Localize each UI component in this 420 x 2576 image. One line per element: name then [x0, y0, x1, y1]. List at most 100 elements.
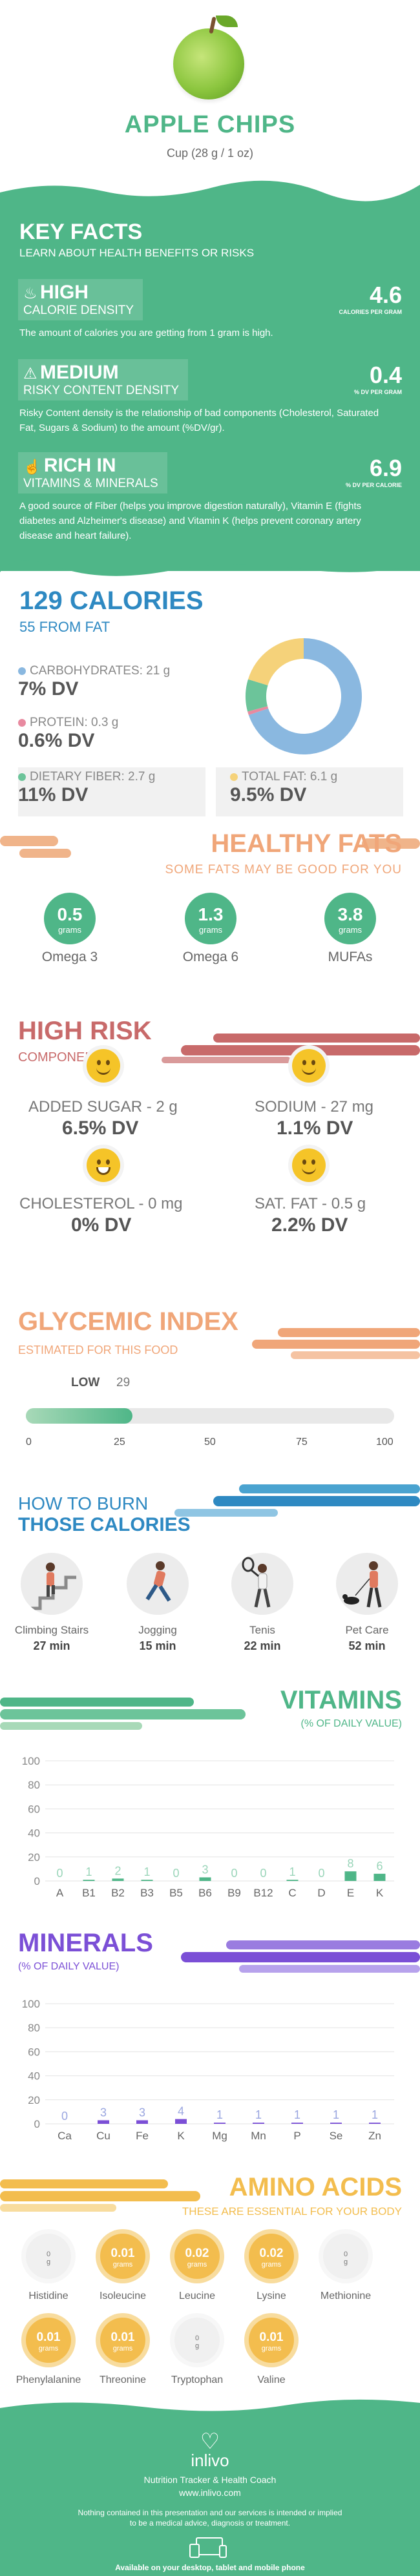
- mineral-bar-zn: [369, 2123, 381, 2124]
- vitamin-category-b12: B12: [253, 1887, 273, 1899]
- vitamin-value-label-e: 8: [347, 1857, 353, 1870]
- heart-logo-icon: ♡: [200, 2429, 220, 2454]
- amino-label: Valine: [257, 2374, 286, 2385]
- glycemic-value: 29: [116, 1376, 131, 1389]
- fiber-dv: 11% DV: [18, 784, 89, 805]
- vitamins-minerals-description: A good source of Fiber (helps you improv…: [19, 501, 362, 541]
- pet-care-time: 52 min: [348, 1639, 386, 1652]
- gi-tick-0: 0: [26, 1437, 32, 1448]
- vitamin-value-label-b12: 0: [260, 1867, 266, 1880]
- mufas-label: MUFAs: [328, 950, 373, 964]
- added-sugar-label: ADDED SUGAR - 2 g: [28, 1098, 178, 1116]
- calorie-density-tag: ♨ HIGH CALORIE DENSITY: [18, 279, 143, 320]
- vitamin-ytick: 60: [28, 1803, 40, 1815]
- mineral-value-label-fe: 3: [139, 2106, 145, 2119]
- amino-label: Methionine: [320, 2290, 372, 2301]
- omega6-unit: grams: [198, 925, 223, 935]
- key-facts-title: KEY FACTS: [19, 220, 143, 244]
- mineral-value-label-zn: 1: [372, 2108, 378, 2121]
- vitamins-minerals-tag: ☝ RICH IN VITAMINS & MINERALS: [18, 452, 167, 493]
- vitamin-ytick: 0: [34, 1875, 40, 1887]
- carbohydrates-dv: 7% DV: [18, 678, 79, 700]
- stairs-person-icon: [21, 1553, 83, 1615]
- vitamin-value-label-b5: 0: [173, 1867, 179, 1880]
- vitamin-category-k: K: [376, 1887, 384, 1899]
- calorie-density-unit: CALORIES PER GRAM: [339, 309, 402, 315]
- minerals-subtitle: (% OF DAILY VALUE): [18, 1961, 120, 1972]
- vitamin-value-label-b1: 1: [85, 1865, 92, 1878]
- amino-value: 0: [343, 2250, 348, 2258]
- fiber-box: [18, 767, 205, 816]
- fiber-dot: [18, 773, 26, 781]
- stairs-label: Climbing Stairs: [14, 1624, 89, 1636]
- footer: ♡ inlivo Nutrition Tracker & Health Coac…: [0, 2415, 420, 2576]
- burn-title-a: HOW TO BURN: [18, 1493, 149, 1513]
- omega3-unit: grams: [58, 925, 82, 935]
- amino-label: Isoleucine: [99, 2290, 147, 2301]
- jogging-time: 15 min: [139, 1639, 176, 1652]
- mineral-bar-fe: [136, 2120, 148, 2124]
- risky-content-level: MEDIUM: [39, 362, 119, 383]
- mineral-ytick: 100: [22, 1998, 40, 2010]
- mineral-bar-k: [175, 2119, 187, 2124]
- vitamin-category-b6: B6: [198, 1887, 212, 1899]
- vitamin-ytick: 80: [28, 1779, 40, 1791]
- vitamin-value-label-a: 0: [56, 1867, 63, 1880]
- donut-slice-dietary-fiber: [246, 679, 268, 712]
- amino-bubble-threonine: 0.01 grams: [100, 2318, 145, 2363]
- key-facts-subtitle: LEARN ABOUT HEALTH BENEFITS OR RISKS: [19, 247, 255, 259]
- amino-unit: g: [194, 2342, 200, 2350]
- vitamin-category-d: D: [317, 1887, 325, 1899]
- vitamin-value-label-k: 6: [376, 1860, 383, 1873]
- glycemic-subtitle: ESTIMATED FOR THIS FOOD: [18, 1344, 178, 1356]
- fiber-label: DIETARY FIBER: 2.7 g: [30, 770, 156, 784]
- calories-from-fat: 55 FROM FAT: [19, 619, 110, 635]
- vitamin-ytick: 40: [28, 1827, 40, 1840]
- amino-value: 0.02: [259, 2247, 284, 2260]
- page-title: APPLE CHIPS: [124, 111, 296, 138]
- apple-image: [173, 16, 244, 99]
- vitamin-value-label-d: 0: [318, 1867, 324, 1880]
- mineral-value-label-k: 4: [178, 2105, 184, 2118]
- mineral-ytick: 40: [28, 2070, 40, 2083]
- cholesterol-label: CHOLESTEROL - 0 mg: [19, 1195, 183, 1212]
- vitamin-category-b3: B3: [140, 1887, 154, 1899]
- brand-url[interactable]: www.inlivo.com: [179, 2488, 241, 2498]
- glycemic-track: [26, 1408, 394, 1424]
- vitamin-value-label-b9: 0: [231, 1867, 237, 1880]
- amino-value: 0.01: [110, 2331, 135, 2344]
- minerals-decor: [181, 1940, 420, 1973]
- amino-unit: g: [343, 2258, 348, 2266]
- vitamin-bar-c: [286, 1880, 299, 1881]
- amino-bubble-valine: 0.01 grams: [249, 2318, 294, 2363]
- sodium-label: SODIUM - 27 mg: [255, 1098, 374, 1116]
- vitamins-subtitle: (% OF DAILY VALUE): [300, 1718, 402, 1729]
- carbohydrates-label: CARBOHYDRATES: 21 g: [30, 664, 171, 678]
- sodium-dv: 1.1% DV: [277, 1117, 353, 1139]
- amino-unit: grams: [38, 2345, 59, 2353]
- devices-icon: [0, 2537, 420, 2562]
- calorie-density-name: CALORIE DENSITY: [23, 304, 134, 317]
- donut-slice-protein: [247, 706, 269, 716]
- thumbs-up-icon: ☝: [23, 459, 41, 475]
- added-sugar-smile-icon: [87, 1049, 120, 1083]
- amino-label: Phenylalanine: [16, 2374, 81, 2385]
- gi-tick-75: 75: [296, 1437, 308, 1448]
- serving-size: Cup (28 g / 1 oz): [166, 147, 254, 160]
- mineral-category-k: K: [177, 2130, 185, 2142]
- donut-slice-total-fat: [247, 638, 304, 686]
- vitamins-title: VITAMINS: [280, 1686, 402, 1714]
- vitamin-bar-b1: [83, 1880, 95, 1881]
- mineral-value-label-ca: 0: [61, 2110, 68, 2123]
- omega3-value: 0.5: [57, 904, 83, 924]
- vitamin-category-b2: B2: [111, 1887, 125, 1899]
- mineral-bar-mg: [214, 2123, 226, 2124]
- amino-bubble-phenylalanine: 0.01 grams: [26, 2318, 71, 2363]
- protein-label: PROTEIN: 0.3 g: [30, 716, 119, 729]
- vitamin-value-label-b3: 1: [143, 1865, 150, 1878]
- glycemic-title: GLYCEMIC INDEX: [18, 1307, 238, 1336]
- mineral-value-label-p: 1: [294, 2108, 300, 2121]
- vitamin-ytick: 20: [28, 1851, 40, 1864]
